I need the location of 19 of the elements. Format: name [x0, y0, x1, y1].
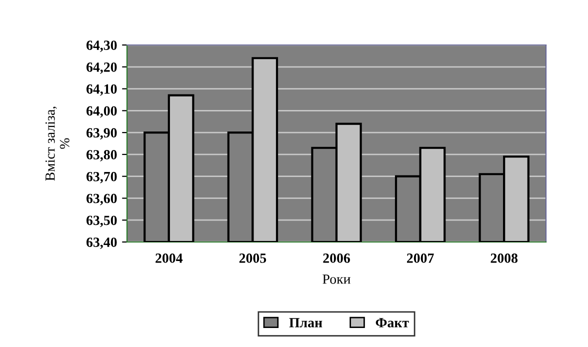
y-tick-label: 64,30 [86, 40, 117, 52]
y-tick-label: 63,40 [86, 238, 117, 249]
y-tick-label: 63,80 [86, 150, 117, 162]
y-tick-label: 63,70 [86, 172, 117, 184]
x-tick-label: 2007 [406, 254, 434, 263]
x-tick-label: 2005 [239, 254, 266, 263]
y-axis-title: Вміст заліза, % [45, 106, 70, 181]
x-axis-title: Роки [322, 274, 350, 284]
y-tick-label: 63,90 [86, 128, 117, 140]
x-tick-label: 2006 [323, 254, 350, 263]
x-tick-label: 2004 [156, 254, 183, 263]
y-tick-label: 63,60 [86, 194, 117, 206]
x-tick-label: 2008 [490, 254, 518, 263]
y-tick-label: 64,20 [86, 62, 117, 74]
legend-label: План [289, 318, 322, 328]
y-tick-label: 63,50 [86, 216, 117, 228]
legend-label: Факт [376, 318, 409, 328]
y-tick-label: 64,10 [86, 84, 117, 96]
y-tick-label: 64,00 [86, 106, 117, 118]
